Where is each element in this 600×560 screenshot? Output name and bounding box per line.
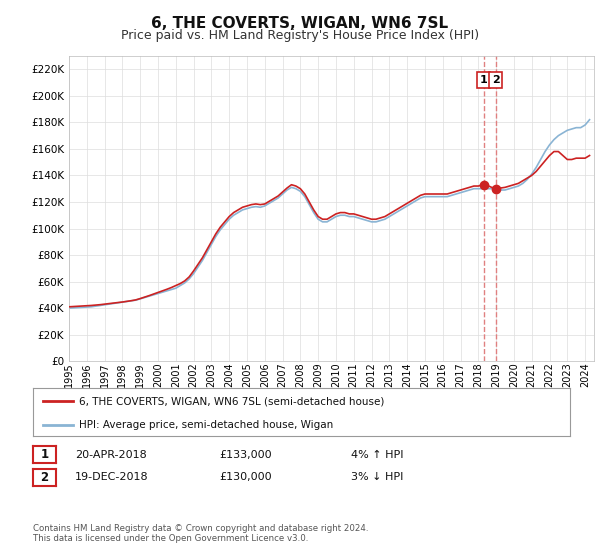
Text: HPI: Average price, semi-detached house, Wigan: HPI: Average price, semi-detached house,…	[79, 420, 333, 430]
Text: Contains HM Land Registry data © Crown copyright and database right 2024.
This d: Contains HM Land Registry data © Crown c…	[33, 524, 368, 543]
Text: 1: 1	[40, 448, 49, 461]
Text: £133,000: £133,000	[219, 450, 272, 460]
Text: 19-DEC-2018: 19-DEC-2018	[75, 472, 149, 482]
Text: 20-APR-2018: 20-APR-2018	[75, 450, 147, 460]
Text: 1: 1	[480, 75, 488, 85]
Text: 6, THE COVERTS, WIGAN, WN6 7SL (semi-detached house): 6, THE COVERTS, WIGAN, WN6 7SL (semi-det…	[79, 396, 384, 407]
Text: 2: 2	[492, 75, 499, 85]
Text: 2: 2	[40, 470, 49, 484]
Text: 4% ↑ HPI: 4% ↑ HPI	[351, 450, 404, 460]
Text: £130,000: £130,000	[219, 472, 272, 482]
Text: 3% ↓ HPI: 3% ↓ HPI	[351, 472, 403, 482]
Text: Price paid vs. HM Land Registry's House Price Index (HPI): Price paid vs. HM Land Registry's House …	[121, 29, 479, 42]
Text: 6, THE COVERTS, WIGAN, WN6 7SL: 6, THE COVERTS, WIGAN, WN6 7SL	[151, 16, 449, 31]
